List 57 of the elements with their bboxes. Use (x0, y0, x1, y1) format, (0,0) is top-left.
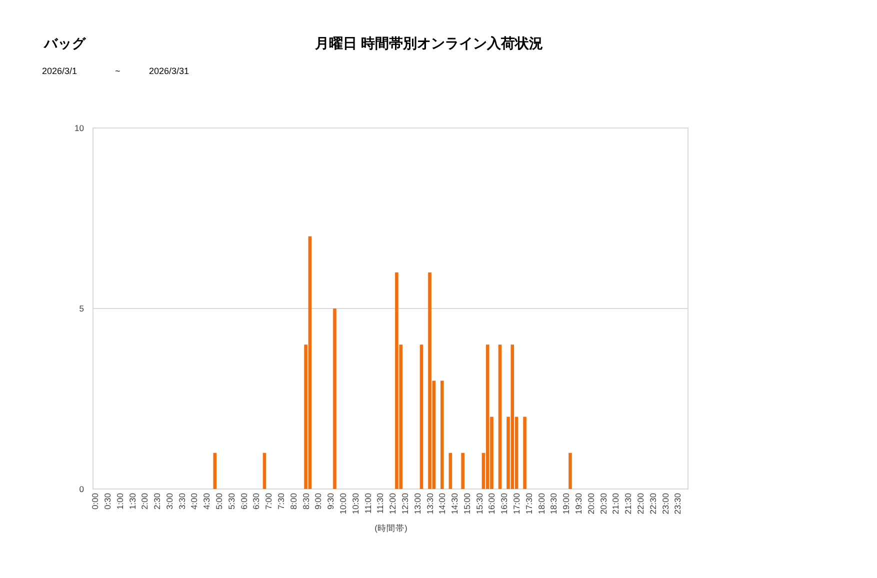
x-tick-label: 4:30 (202, 492, 212, 510)
x-tick-label: 3:00 (164, 492, 174, 510)
chart-title: 月曜日 時間帯別オンライン入荷状況 (314, 35, 543, 51)
x-tick-label: 8:30 (300, 492, 311, 510)
x-tick-label: 9:00 (313, 492, 324, 510)
x-tick-label: 23:30 (672, 492, 683, 514)
x-tick-label: 8:00 (288, 492, 298, 510)
x-tick-label: 17:30 (524, 492, 534, 514)
text: 2026/3/1 (42, 66, 78, 76)
x-tick-label: 12:30 (400, 492, 410, 514)
y-tick-label: 10 (74, 123, 84, 133)
x-tick-label: 14:30 (450, 492, 460, 514)
x-tick-label: 16:00 (486, 492, 497, 514)
x-tick-label: 18:30 (548, 492, 559, 514)
y-tick-label: 5 (79, 304, 84, 314)
x-tick-label: 0:30 (102, 492, 112, 510)
x-tick-label: 19:30 (574, 492, 584, 514)
x-tick-label: 18:00 (536, 492, 546, 514)
x-tick-label: 1:00 (114, 492, 125, 510)
x-tick-label: 7:30 (276, 492, 286, 510)
x-tick-label: 21:30 (623, 492, 634, 514)
y-tick-label: 0 (79, 484, 84, 494)
x-tick-label: 21:00 (610, 492, 621, 514)
x-tick-label: 2:00 (140, 492, 150, 510)
x-tick-label: 10:00 (338, 492, 348, 514)
x-tick-label: 4:00 (189, 492, 200, 510)
x-tick-label: 22:30 (648, 492, 658, 514)
x-tick-label: 0:00 (90, 492, 100, 510)
x-tick-label: 9:30 (326, 492, 336, 510)
x-tick-label: 15:00 (462, 492, 472, 514)
x-tick-label: 19:00 (561, 492, 572, 514)
x-tick-label: 2:30 (152, 492, 162, 510)
x-tick-label: 13:00 (412, 492, 422, 514)
x-tick-label: 11:00 (362, 492, 373, 514)
x-tick-label: 16:30 (499, 492, 510, 514)
x-tick-label: 5:00 (214, 492, 224, 510)
text: 2026/3/31 (149, 66, 190, 76)
x-tick-label: 11:30 (375, 492, 386, 514)
x-tick-label: 14:00 (437, 492, 448, 514)
text: ~ (115, 66, 120, 76)
x-tick-label: 10:30 (350, 492, 360, 514)
x-tick-label: 20:30 (598, 492, 608, 514)
text: バッグ (43, 36, 87, 51)
x-tick-label: 23:00 (660, 492, 670, 514)
x-tick-label: 3:30 (176, 492, 187, 510)
x-tick-label: 20:00 (586, 492, 596, 514)
x-tick-label: 6:00 (238, 492, 249, 510)
x-tick-label: 1:30 (127, 492, 138, 510)
x-tick-label: 7:00 (264, 492, 274, 510)
x-tick-label: 12:00 (388, 492, 398, 514)
x-tick-label: 5:30 (226, 492, 236, 510)
x-tick-label: 6:30 (251, 492, 262, 510)
x-axis-title: (時間帯) (374, 523, 408, 533)
x-tick-label: 17:00 (512, 492, 522, 514)
x-tick-label: 15:30 (474, 492, 484, 514)
x-tick-label: 13:30 (424, 492, 435, 514)
x-tick-label: 22:00 (635, 492, 646, 514)
